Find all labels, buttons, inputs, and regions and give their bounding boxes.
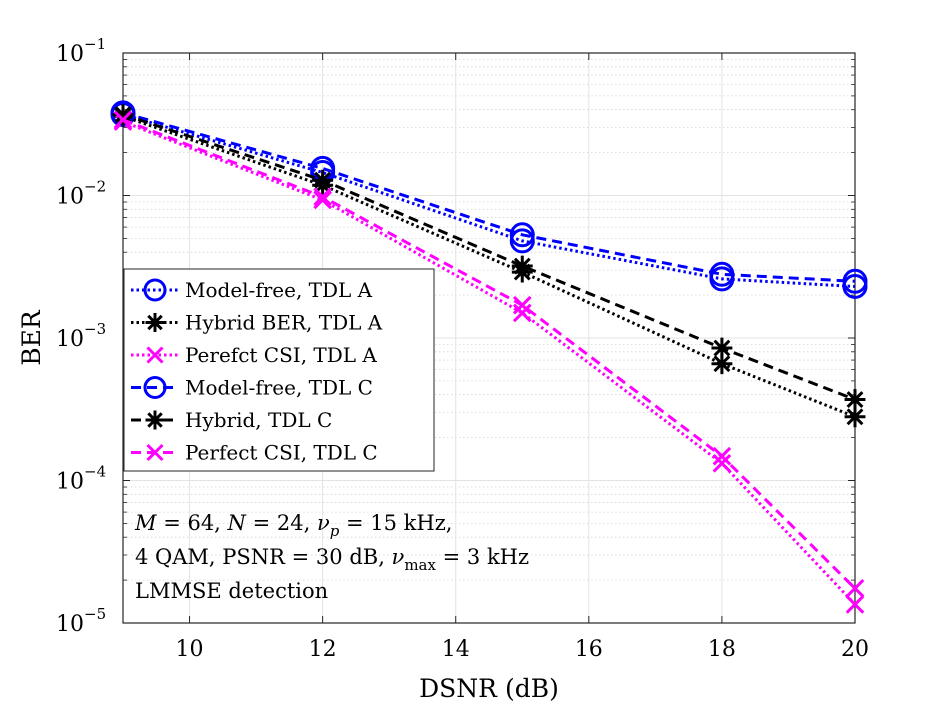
series-layer	[110, 100, 868, 614]
marker-x	[146, 443, 164, 462]
marker-circle	[509, 222, 535, 248]
marker-asterisk	[844, 389, 866, 410]
series-6	[113, 110, 865, 598]
marker-asterisk	[511, 255, 533, 277]
series-line	[122, 113, 856, 288]
legend-item: Model-free, TDL C	[131, 376, 373, 400]
series-line	[122, 113, 856, 401]
x-tick-label: 14	[442, 637, 470, 662]
y-tick-label: 10−1	[56, 35, 106, 67]
annotation-line: M = 64, N = 24, νp = 15 kHz,	[134, 511, 452, 540]
marker-circle	[143, 376, 167, 399]
marker-circle	[709, 261, 735, 287]
series-5	[112, 104, 866, 410]
marker-asterisk	[112, 104, 134, 125]
legend-item: Perfect CSI, TDL C	[131, 441, 378, 465]
marker-circle	[509, 228, 535, 254]
marker-asterisk	[145, 313, 165, 332]
marker-asterisk	[312, 169, 334, 191]
marker-x	[845, 595, 865, 614]
marker-asterisk	[844, 406, 866, 428]
legend: Model-free, TDL A Hybrid BER, TDL A Perefc…	[123, 268, 435, 472]
y-tick-label: 10−5	[56, 605, 106, 637]
legend-label: Perefct CSI, TDL A	[185, 343, 377, 367]
legend-item: Model-free, TDL A	[131, 278, 373, 302]
marker-circle	[842, 268, 868, 294]
x-tick-label: 18	[708, 637, 736, 662]
marker-x	[313, 187, 332, 207]
annotation: M = 64, N = 24, νp = 15 kHz, 4 QAM, PSNR …	[134, 511, 529, 603]
legend-label: Hybrid BER, TDL A	[185, 311, 383, 335]
annotation-line: LMMSE detection	[135, 579, 328, 603]
x-tick-label: 10	[176, 637, 204, 662]
x-tick-label: 16	[575, 637, 603, 662]
y-axis-label: BER	[17, 309, 46, 366]
series-line	[122, 111, 856, 283]
marker-x	[146, 346, 164, 364]
legend-label: Perfect CSI, TDL C	[185, 441, 378, 465]
legend-label: Model-free, TDL A	[185, 278, 373, 302]
legend-item: Hybrid BER, TDL A	[131, 311, 383, 335]
marker-asterisk	[711, 337, 733, 359]
x-axis-label: DSNR (dB)	[419, 674, 559, 703]
marker-x	[712, 454, 732, 473]
marker-x	[845, 579, 865, 598]
legend-label: Model-free, TDL C	[185, 376, 373, 400]
x-tick-label: 20	[841, 637, 869, 662]
annotation-line: 4 QAM, PSNR = 30 dB, νmax = 3 kHz	[135, 545, 529, 574]
legend-item: Hybrid, TDL C	[131, 408, 332, 432]
marker-x	[113, 110, 133, 130]
x-tick-labels: 10 12 14 16 18 20	[176, 637, 869, 662]
marker-circle	[143, 278, 167, 302]
x-tick-label: 12	[309, 637, 337, 662]
series-4	[110, 100, 868, 294]
legend-label: Hybrid, TDL C	[185, 408, 332, 432]
marker-x	[712, 446, 732, 466]
marker-x	[512, 295, 532, 315]
legend-item: Perefct CSI, TDL A	[131, 343, 377, 367]
y-tick-label: 10−2	[56, 178, 106, 210]
y-tick-label: 10−4	[56, 463, 106, 495]
marker-x	[512, 303, 532, 323]
legend-box	[123, 268, 435, 472]
marker-asterisk	[711, 353, 733, 375]
y-tick-labels: 10−5 10−4 10−3 10−2 10−1	[56, 35, 106, 637]
marker-asterisk	[145, 410, 165, 430]
y-tick-label: 10−3	[56, 320, 106, 352]
